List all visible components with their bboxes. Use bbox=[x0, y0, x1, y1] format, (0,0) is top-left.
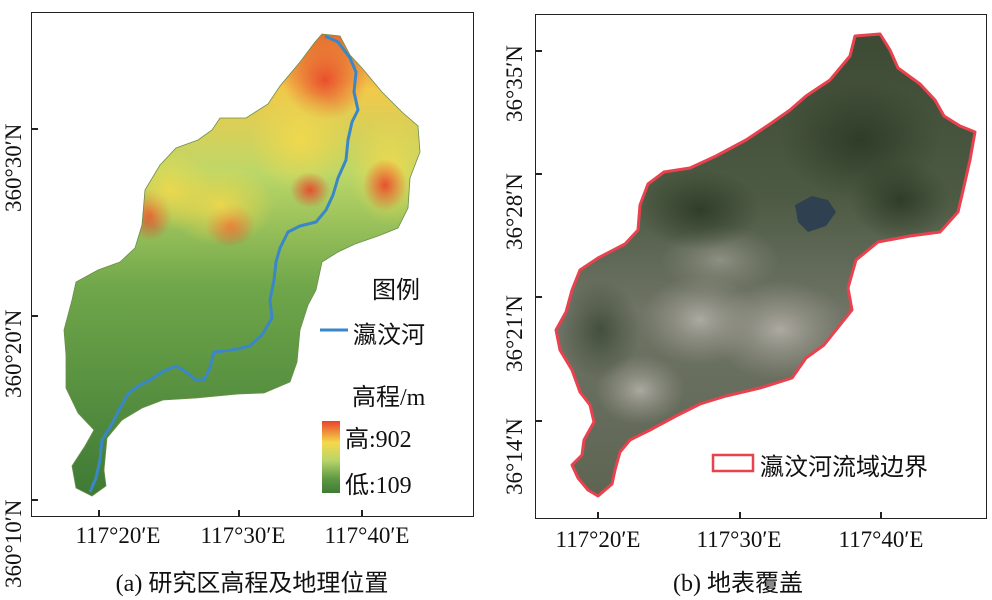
x-tick-label: 117°20′E bbox=[75, 523, 161, 548]
x-tick bbox=[880, 512, 882, 519]
y-tick bbox=[535, 50, 542, 52]
x-tick-label: 117°20′E bbox=[555, 527, 641, 552]
reservoir bbox=[795, 196, 836, 232]
river-line bbox=[88, 34, 360, 493]
panel-a-caption: (a) 研究区高程及地理位置 bbox=[115, 571, 389, 597]
x-tick-label: 117°30′E bbox=[696, 527, 782, 552]
panel-b-caption: (b) 地表覆盖 bbox=[673, 571, 803, 597]
legend-low-label: 低:109 bbox=[345, 473, 412, 499]
y-tick bbox=[31, 499, 38, 501]
y-tick bbox=[535, 420, 542, 422]
legend-boundary-label: 瀛汶河流域边界 bbox=[760, 455, 928, 481]
x-tick-label: 117°40′E bbox=[838, 527, 924, 552]
x-tick bbox=[597, 512, 599, 519]
y-tick-label: 36°21′N bbox=[502, 295, 527, 372]
y-tick-label: 36°28′N bbox=[502, 173, 527, 250]
x-tick bbox=[739, 512, 741, 519]
y-tick-label: 36°35′N bbox=[502, 45, 527, 122]
elevation-color-ramp bbox=[322, 421, 340, 493]
legend-title: 图例 bbox=[372, 278, 420, 304]
y-tick-label: 36°14′N bbox=[502, 418, 527, 495]
y-tick bbox=[535, 296, 542, 298]
legend-river-label: 瀛汶河 bbox=[353, 323, 425, 349]
land-cover-texture bbox=[560, 80, 950, 425]
y-tick bbox=[31, 128, 38, 130]
legend-high-label: 高:902 bbox=[345, 427, 412, 453]
x-tick bbox=[238, 510, 240, 517]
x-tick-label: 117°40′E bbox=[324, 523, 410, 548]
x-tick bbox=[98, 510, 100, 517]
y-tick bbox=[31, 315, 38, 317]
x-tick-label: 117°30′E bbox=[200, 523, 286, 548]
legend-boundary-swatch bbox=[711, 453, 755, 473]
legend-elevation-title: 高程/m bbox=[352, 385, 426, 411]
y-tick bbox=[535, 173, 542, 175]
x-tick bbox=[361, 510, 363, 517]
